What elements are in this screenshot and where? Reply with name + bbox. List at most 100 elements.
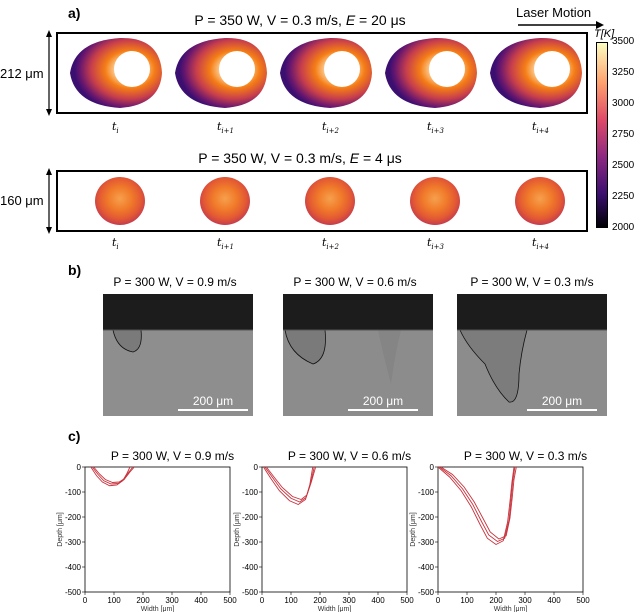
x-tick-label: 500 [576, 596, 590, 605]
panel-b-label: b) [68, 262, 82, 278]
y-tick-label: -300 [242, 538, 259, 547]
colorbar [596, 42, 608, 228]
hot-spot-3 [324, 51, 360, 87]
row1-height-arrow [46, 30, 52, 116]
depth-profile-line-3 [265, 466, 317, 501]
y-tick-label: -200 [65, 513, 82, 522]
x-tick-label: 200 [489, 596, 503, 605]
y-tick-label: -400 [242, 563, 259, 572]
depth-profile-line-3 [440, 466, 517, 540]
melt-pool-thermal-4 [410, 177, 460, 225]
y-tick-label: -500 [418, 588, 435, 597]
plot-title-2: P = 300 W, V = 0.6 m/s [287, 449, 412, 463]
y-tick-label: 0 [430, 463, 435, 472]
scale-bar-2: 200 μm [348, 394, 418, 411]
depth-profile-plot-1: 0 100 200 300 400 500 0 -100 -200 -300 -400 -500 Wid… [57, 463, 237, 612]
depth-profile-line-1 [90, 466, 131, 487]
x-axis-label: Width [μm] [318, 606, 352, 612]
melt-pool-thermal-5 [515, 177, 565, 225]
y-tick-label: -400 [418, 563, 435, 572]
micrograph-3-title: P = 300 W, V = 0.3 m/s [470, 275, 594, 289]
colorbar-label: T[K] [594, 28, 615, 40]
time-label: ti+1 [217, 236, 234, 252]
scale-bar-3: 200 μm [527, 394, 597, 411]
hot-spot-2 [219, 51, 255, 87]
y-tick-label: -500 [242, 588, 259, 597]
plot-frame [437, 466, 584, 593]
plot-title-3: P = 300 W, V = 0.3 m/s [463, 449, 588, 463]
time-label: ti+2 [322, 120, 339, 136]
micrograph-3: 200 μm [457, 294, 607, 416]
time-label: ti+2 [322, 236, 339, 252]
x-tick-label: 300 [165, 596, 179, 605]
panel-a-row2-frame [56, 170, 588, 232]
laser-motion-indicator: Laser Motion [516, 4, 606, 30]
depth-profile-line-2 [264, 466, 315, 503]
y-tick-label: -100 [418, 488, 435, 497]
micrograph-2: 200 μm [283, 294, 433, 416]
depth-profile-plot-3: 0 100 200 300 400 500 0 -100 -200 -300 -400 -500 Wid… [410, 463, 590, 612]
melt-pool-thermal-3 [305, 177, 355, 225]
y-tick-label: -200 [418, 513, 435, 522]
laser-motion-label: Laser Motion [516, 5, 592, 20]
melt-pool-row2 [95, 177, 565, 225]
x-tick-label: 400 [547, 596, 561, 605]
depth-profile-line-2 [439, 466, 516, 543]
colorbar-tick: 3000 [612, 98, 635, 109]
panel-a-row1-title: P = 350 W, V = 0.3 m/s, E = 20 μs [194, 12, 406, 28]
colorbar-tick: 3250 [612, 67, 635, 78]
depth-profile-line-3 [93, 466, 135, 483]
hot-spot-5 [534, 51, 570, 87]
micrograph-1: 200 μm [103, 294, 253, 416]
plot-frame [84, 466, 231, 593]
melt-pool-thermal-2 [200, 177, 250, 225]
row1-height-label: 212 μm [0, 66, 44, 81]
y-tick-label: -500 [65, 588, 82, 597]
colorbar-tick: 2250 [612, 191, 635, 202]
depth-profile-line-1 [437, 466, 515, 546]
x-tick-label: 300 [518, 596, 532, 605]
x-tick-label: 200 [136, 596, 150, 605]
x-tick-label: 0 [436, 596, 441, 605]
plot-frame [261, 466, 408, 593]
arrow-right-icon [518, 21, 604, 29]
time-label: ti+1 [217, 120, 234, 136]
x-tick-label: 500 [223, 596, 237, 605]
x-tick-label: 300 [342, 596, 356, 605]
colorbar-tick: 2000 [612, 222, 635, 233]
time-label: ti [112, 120, 119, 136]
micrograph-1-title: P = 300 W, V = 0.9 m/s [113, 275, 237, 289]
x-tick-label: 200 [313, 596, 327, 605]
time-label: ti+3 [427, 236, 444, 252]
y-tick-label: -100 [65, 488, 82, 497]
x-tick-label: 100 [284, 596, 298, 605]
time-label: ti+4 [532, 120, 549, 136]
x-tick-label: 400 [371, 596, 385, 605]
colorbar-tick: 3500 [612, 36, 635, 47]
time-label: ti [112, 236, 119, 252]
panel-a-row2-title: P = 350 W, V = 0.3 m/s, E = 4 μs [198, 150, 402, 166]
x-tick-label: 0 [83, 596, 88, 605]
y-axis-label: Depth [μm] [57, 512, 64, 546]
plot-title-1: P = 300 W, V = 0.9 m/s [110, 449, 235, 463]
y-tick-label: 0 [77, 463, 82, 472]
y-tick-label: -300 [65, 538, 82, 547]
time-label: ti+4 [532, 236, 549, 252]
x-tick-label: 400 [194, 596, 208, 605]
y-axis-label: Depth [μm] [410, 512, 417, 546]
panel-a-row1-frame [56, 32, 588, 114]
x-tick-label: 0 [260, 596, 265, 605]
y-tick-label: -300 [418, 538, 435, 547]
row2-height-label: 160 μm [0, 193, 44, 208]
x-tick-label: 100 [107, 596, 121, 605]
x-tick-label: 100 [460, 596, 474, 605]
y-tick-label: -100 [242, 488, 259, 497]
y-tick-label: 0 [254, 463, 259, 472]
scale-bar-1: 200 μm [178, 394, 248, 411]
micrograph-2-title: P = 300 W, V = 0.6 m/s [293, 275, 417, 289]
hot-spot-4 [429, 51, 465, 87]
depth-profile-plot-2: 0 100 200 300 400 500 0 -100 -200 -300 -400 -500 Wid… [234, 463, 414, 612]
y-axis-label: Depth [μm] [234, 512, 241, 546]
hot-spot-1 [114, 51, 150, 87]
time-label: ti+3 [427, 120, 444, 136]
